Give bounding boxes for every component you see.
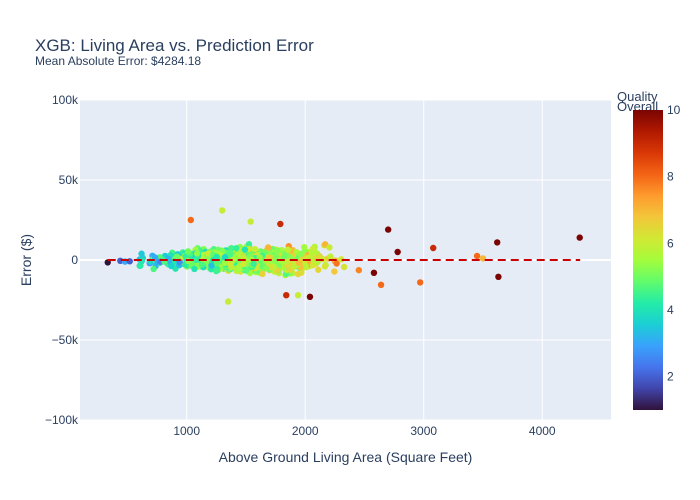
data-point: [247, 218, 254, 225]
data-point: [173, 253, 181, 260]
data-point: [473, 252, 481, 260]
colorbar-tick-label: 4: [667, 303, 674, 317]
data-point: [355, 266, 363, 274]
chart-subtitle: Mean Absolute Error: $4284.18: [35, 54, 201, 68]
x-tick-label: 4000: [529, 424, 556, 438]
data-point: [302, 262, 309, 269]
colorbar-tick-label: 6: [667, 236, 674, 250]
data-point: [277, 220, 284, 228]
data-point: [284, 262, 291, 270]
data-point: [138, 250, 145, 257]
colorbar-gradient-bar: [633, 110, 663, 410]
data-point: [308, 249, 315, 256]
colorbar-tick-label: 10: [667, 103, 681, 117]
data-point: [294, 270, 302, 278]
data-point: [264, 244, 272, 251]
y-tick-label: 100k: [52, 93, 79, 107]
data-point: [326, 244, 333, 251]
data-point: [273, 247, 281, 255]
data-point: [240, 260, 247, 268]
colorbar-title-line-2: Quality: [617, 89, 658, 104]
data-point: [241, 246, 249, 253]
data-point: [495, 273, 502, 280]
y-tick-label: 50k: [59, 173, 79, 187]
data-point: [262, 265, 270, 272]
data-point: [290, 263, 298, 270]
data-point: [321, 263, 329, 270]
data-point: [394, 248, 401, 256]
data-point: [272, 253, 280, 260]
data-point: [251, 245, 259, 253]
data-point: [243, 267, 250, 274]
data-point: [259, 270, 266, 278]
data-point: [309, 262, 317, 269]
data-point: [208, 262, 215, 269]
colorbar-tick-label: 2: [667, 370, 674, 384]
y-tick-label: −100k: [45, 413, 79, 427]
data-point: [245, 241, 253, 248]
data-point: [198, 261, 206, 268]
x-tick-labels: 1000 2000 3000 4000: [173, 424, 556, 438]
data-point: [283, 292, 290, 299]
data-point: [192, 256, 200, 263]
data-point: [370, 269, 378, 276]
x-tick-label: 2000: [292, 424, 319, 438]
data-point: [250, 260, 257, 268]
data-point: [228, 245, 235, 252]
data-point: [193, 250, 201, 257]
colorbar-tick-label: 8: [667, 170, 674, 184]
data-point: [213, 267, 220, 275]
data-point: [213, 260, 221, 267]
data-point: [184, 248, 192, 255]
data-point: [576, 234, 583, 241]
data-point: [494, 239, 501, 246]
data-point: [333, 260, 340, 267]
y-tick-label: −50k: [52, 333, 79, 347]
data-point: [284, 246, 292, 253]
data-point: [204, 250, 212, 257]
data-point: [306, 293, 314, 300]
data-point: [187, 216, 195, 224]
data-point: [300, 243, 308, 251]
data-point: [331, 268, 338, 275]
data-point: [221, 259, 229, 267]
y-tick-label: 0: [71, 253, 78, 267]
data-point: [221, 253, 229, 261]
data-point: [137, 262, 144, 269]
data-point: [327, 253, 334, 260]
data-point: [384, 226, 392, 233]
data-points: [104, 207, 583, 305]
data-point: [416, 279, 424, 286]
data-point: [168, 262, 175, 270]
y-axis-label: Error ($): [18, 234, 34, 286]
data-point: [297, 250, 305, 258]
y-tick-labels: −100k −50k 0 50k 100k: [45, 93, 79, 427]
data-point: [479, 255, 487, 262]
data-point: [377, 281, 385, 288]
data-point: [295, 259, 303, 266]
colorbar-tick-labels: 2 4 6 8 10: [667, 103, 681, 384]
data-point: [294, 292, 302, 299]
chart-title: XGB: Living Area vs. Prediction Error: [35, 36, 314, 55]
data-point: [191, 265, 198, 273]
data-point: [219, 207, 226, 214]
data-point: [315, 266, 322, 273]
x-tick-label: 1000: [173, 424, 200, 438]
x-axis-label: Above Ground Living Area (Square Feet): [219, 449, 473, 465]
data-point: [340, 263, 348, 271]
data-point: [150, 265, 157, 273]
data-point: [224, 298, 232, 305]
x-tick-label: 3000: [410, 424, 437, 438]
data-point: [430, 244, 437, 252]
data-point: [233, 244, 240, 252]
